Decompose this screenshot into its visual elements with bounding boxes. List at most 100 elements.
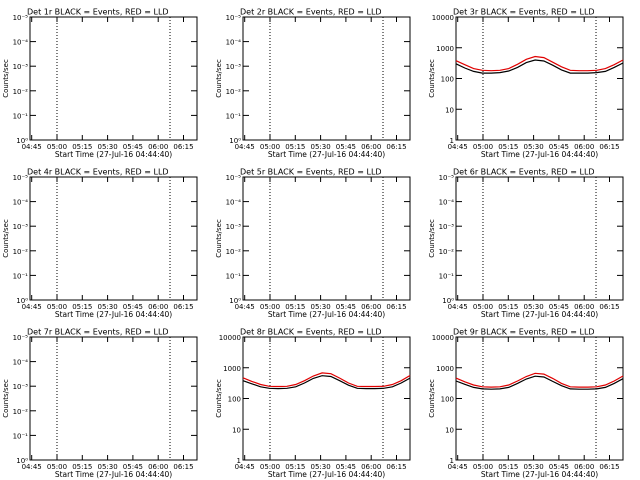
y-tick-label: 10⁻⁴	[13, 359, 29, 367]
x-tick-label: 05:45	[549, 463, 569, 471]
x-tick-label: 05:00	[47, 463, 67, 471]
panel-9: Det 9r BLACK = Events, RED = LLD 1 10 100 10…	[428, 328, 624, 479]
y-tick-label: 10⁻¹	[226, 272, 242, 280]
x-tick-label: 04:45	[22, 303, 42, 311]
panel-5: Det 5r BLACK = Events, RED = LLD 10⁰ 10⁻¹ 1…	[215, 168, 411, 319]
x-tick-label: 05:30	[98, 303, 118, 311]
lld-series-line	[455, 55, 624, 72]
x-tick-label: 04:45	[235, 463, 255, 471]
x-tick-label: 05:30	[311, 143, 331, 151]
panel-title: Det 5r BLACK = Events, RED = LLD	[240, 168, 382, 177]
y-tick-label: 100	[441, 396, 454, 404]
panel-title: Det 9r BLACK = Events, RED = LLD	[453, 328, 595, 337]
x-tick-label: 06:00	[361, 303, 381, 311]
x-tick-label: 05:30	[524, 143, 544, 151]
x-tick-label: 05:45	[336, 143, 356, 151]
y-tick-label: 10⁻¹	[13, 432, 29, 440]
y-tick-label: 10⁻⁵	[226, 174, 242, 182]
y-tick-label: 10⁻⁴	[13, 199, 29, 207]
x-tick-label: 04:45	[22, 463, 42, 471]
y-tick-label: 10⁻³	[439, 223, 455, 231]
plot-frame	[242, 176, 411, 301]
y-tick-label: 10	[445, 106, 454, 114]
x-tick-label: 05:00	[473, 463, 493, 471]
x-axis-label: Start Time (27-Jul-16 04:44:40)	[268, 150, 385, 159]
x-axis-label: Start Time (27-Jul-16 04:44:40)	[481, 310, 598, 319]
x-tick-label: 06:15	[599, 303, 619, 311]
y-tick-label: 10⁰	[16, 297, 28, 305]
y-tick-label: 10⁻¹	[13, 272, 29, 280]
events-series-line	[455, 59, 624, 74]
x-tick-label: 04:45	[448, 143, 468, 151]
panel-title: Det 2r BLACK = Events, RED = LLD	[240, 8, 382, 17]
x-tick-label: 06:00	[148, 143, 168, 151]
y-tick-label: 1	[450, 457, 454, 465]
x-tick-label: 05:45	[336, 303, 356, 311]
plot-frame	[242, 16, 411, 141]
plot-frame	[455, 16, 624, 141]
x-tick-label: 06:00	[361, 463, 381, 471]
x-tick-label: 04:45	[235, 143, 255, 151]
panel-8: Det 8r BLACK = Events, RED = LLD 1 10 100 10…	[215, 328, 411, 479]
y-tick-label: 10⁻⁴	[439, 199, 455, 207]
events-series-line	[242, 375, 411, 390]
panel-title: Det 4r BLACK = Events, RED = LLD	[27, 168, 169, 177]
y-axis-label: Counts/sec	[428, 219, 436, 258]
panel-4: Det 4r BLACK = Events, RED = LLD 10⁰ 10⁻¹ 1…	[2, 168, 198, 319]
x-tick-label: 05:45	[123, 143, 143, 151]
x-tick-label: 04:45	[448, 463, 468, 471]
x-tick-label: 05:30	[311, 463, 331, 471]
lld-series-line	[455, 372, 624, 388]
x-tick-label: 05:15	[285, 463, 305, 471]
x-tick-label: 06:00	[148, 303, 168, 311]
x-tick-label: 05:15	[72, 463, 92, 471]
y-tick-label: 10⁻³	[13, 223, 29, 231]
x-tick-label: 05:15	[72, 143, 92, 151]
y-tick-label: 10⁻⁵	[439, 174, 455, 182]
panel-3: Det 3r BLACK = Events, RED = LLD 1 10 100 10…	[428, 8, 624, 159]
x-tick-label: 05:30	[98, 143, 118, 151]
x-axis-label: Start Time (27-Jul-16 04:44:40)	[481, 470, 598, 479]
y-tick-label: 1000	[436, 365, 454, 373]
x-tick-label: 06:00	[361, 143, 381, 151]
panel-title: Det 3r BLACK = Events, RED = LLD	[453, 8, 595, 17]
y-tick-label: 10⁻²	[13, 408, 29, 416]
y-tick-label: 10⁰	[229, 297, 241, 305]
x-tick-label: 05:15	[72, 303, 92, 311]
x-tick-label: 05:45	[549, 143, 569, 151]
x-tick-label: 05:15	[285, 303, 305, 311]
x-tick-label: 06:15	[386, 463, 406, 471]
y-tick-label: 10⁻⁴	[226, 39, 242, 47]
x-tick-label: 06:00	[574, 303, 594, 311]
x-tick-label: 05:45	[123, 463, 143, 471]
panel-1: Det 1r BLACK = Events, RED = LLD 10⁰ 10⁻¹ 1…	[2, 8, 198, 159]
x-tick-label: 05:00	[260, 143, 280, 151]
x-tick-label: 06:00	[574, 463, 594, 471]
y-tick-label: 10	[232, 426, 241, 434]
panel-title: Det 7r BLACK = Events, RED = LLD	[27, 328, 169, 337]
y-tick-label: 10⁻³	[13, 63, 29, 71]
x-tick-label: 05:00	[47, 143, 67, 151]
y-tick-label: 1	[450, 137, 454, 145]
y-tick-label: 10⁻³	[13, 383, 29, 391]
y-tick-label: 10⁻⁵	[226, 14, 242, 22]
y-tick-label: 10⁻³	[226, 63, 242, 71]
x-tick-label: 05:30	[524, 303, 544, 311]
x-tick-label: 06:15	[599, 143, 619, 151]
panel-2: Det 2r BLACK = Events, RED = LLD 10⁰ 10⁻¹ 1…	[215, 8, 411, 159]
y-tick-label: 10⁻²	[226, 248, 242, 256]
y-tick-label: 100	[441, 76, 454, 84]
x-axis-label: Start Time (27-Jul-16 04:44:40)	[481, 150, 598, 159]
y-tick-label: 10⁻³	[226, 223, 242, 231]
panel-title: Det 8r BLACK = Events, RED = LLD	[240, 328, 382, 337]
y-tick-label: 10	[445, 426, 454, 434]
y-tick-label: 10000	[432, 334, 454, 342]
x-tick-label: 05:45	[123, 303, 143, 311]
y-tick-label: 10⁻²	[13, 248, 29, 256]
y-tick-label: 10⁻²	[439, 248, 455, 256]
y-axis-label: Counts/sec	[215, 59, 223, 98]
y-tick-label: 10⁻¹	[13, 112, 29, 120]
y-tick-label: 1000	[436, 45, 454, 53]
y-axis-label: Counts/sec	[215, 219, 223, 258]
x-tick-label: 05:45	[549, 303, 569, 311]
